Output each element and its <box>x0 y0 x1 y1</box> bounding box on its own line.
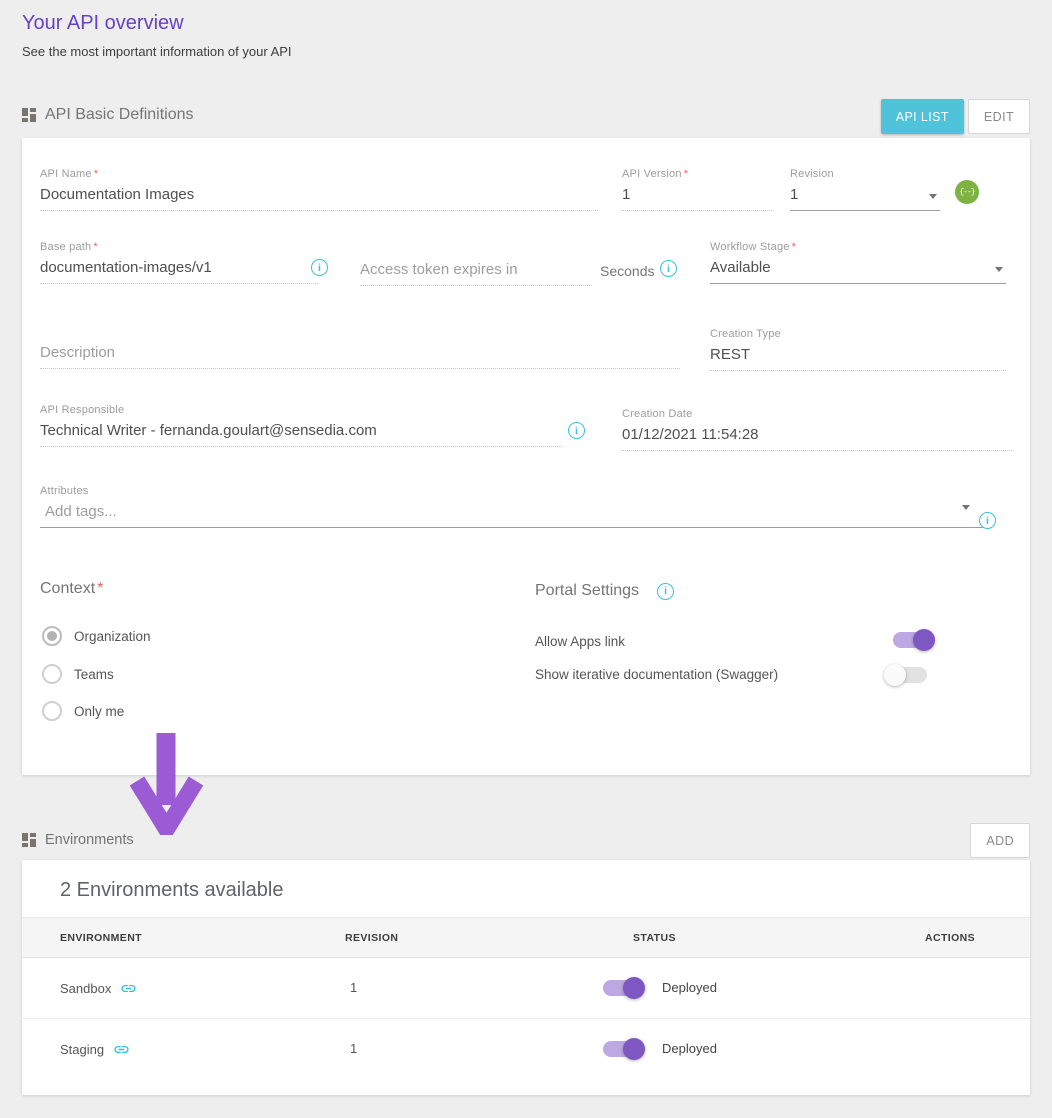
required-asterisk: * <box>791 241 797 253</box>
base-path-label: Base path <box>40 241 92 253</box>
column-header-actions: ACTIONS <box>925 932 976 944</box>
environment-revision: 1 <box>350 980 358 995</box>
revision-value: 1 <box>790 186 940 211</box>
attributes-label: Attributes <box>40 485 89 497</box>
portal-settings-title: Portal Settings i <box>535 582 675 600</box>
swagger-doc-toggle[interactable] <box>884 663 930 687</box>
edit-button[interactable]: EDIT <box>967 99 1030 134</box>
link-icon[interactable] <box>120 980 137 997</box>
chevron-down-icon <box>962 505 970 510</box>
environment-revision: 1 <box>350 1041 358 1056</box>
creation-date-value: 01/12/2021 11:54:28 <box>622 426 1012 451</box>
environments-section-header: Environments <box>22 832 134 848</box>
revision-label: Revision <box>790 168 834 180</box>
dashboard-icon <box>22 833 36 847</box>
context-option-only-me[interactable]: Only me <box>42 701 124 721</box>
basic-definitions-card: API Name * Documentation Images API Versi… <box>22 138 1030 775</box>
page-title: Your API overview <box>22 12 184 34</box>
swagger-doc-label: Show iterative documentation (Swagger) <box>535 667 779 682</box>
required-asterisk: * <box>97 580 104 597</box>
required-asterisk: * <box>93 168 99 180</box>
page-subtitle: See the most important information of yo… <box>22 44 292 59</box>
creation-type-value: REST <box>710 346 1006 371</box>
radio-label: Only me <box>74 703 125 719</box>
environments-card: 2 Environments available ENVIRONMENT REV… <box>22 860 1030 1095</box>
section-title-basic-definitions: API Basic Definitions <box>45 106 194 123</box>
environment-name: Sandbox <box>60 980 112 996</box>
deploy-toggle[interactable] <box>600 976 646 1000</box>
base-path-value: documentation-images/v1 <box>40 259 318 284</box>
environment-name: Staging <box>60 1041 105 1057</box>
attributes-info-icon[interactable]: i <box>979 512 996 529</box>
api-list-button[interactable]: API LIST <box>880 99 964 134</box>
chevron-down-icon <box>995 267 1003 272</box>
allow-apps-link-label: Allow Apps link <box>535 634 626 649</box>
context-option-organization[interactable]: Organization <box>42 626 151 646</box>
api-version-label: API Version <box>622 168 682 180</box>
creation-type-field: Creation Type REST <box>710 328 1006 371</box>
radio-label: Organization <box>74 628 151 644</box>
basic-definitions-actions: API LIST EDIT <box>880 99 1030 134</box>
code-braces-icon[interactable]: {--} <box>955 180 979 204</box>
workflow-stage-label: Workflow Stage <box>710 241 790 253</box>
environments-summary: 2 Environments available <box>60 879 284 901</box>
section-title-environments: Environments <box>45 832 134 848</box>
base-path-info-icon[interactable]: i <box>311 259 328 276</box>
deploy-toggle[interactable] <box>600 1037 646 1061</box>
base-path-field: Base path * documentation-images/v1 <box>40 241 318 284</box>
environments-table-header: ENVIRONMENT REVISION STATUS ACTIONS <box>22 917 1030 958</box>
chevron-down-icon <box>929 194 937 199</box>
radio-unselected-icon <box>42 664 62 684</box>
portal-settings-info-icon[interactable]: i <box>657 582 675 600</box>
radio-label: Teams <box>74 666 114 682</box>
workflow-stage-select[interactable]: Workflow Stage * Available <box>710 241 1006 284</box>
required-asterisk: * <box>93 241 98 253</box>
access-token-unit-label: Seconds <box>600 263 655 279</box>
table-row-sandbox: Sandbox 1 Deployed <box>22 958 1030 1018</box>
api-name-field: API Name * Documentation Images <box>40 168 598 211</box>
allow-apps-link-toggle[interactable] <box>890 628 936 652</box>
api-responsible-label: API Responsible <box>40 404 125 416</box>
link-icon[interactable] <box>113 1041 130 1058</box>
access-token-placeholder: Access token expires in <box>360 261 592 286</box>
creation-type-label: Creation Type <box>710 328 781 340</box>
creation-date-field: Creation Date 01/12/2021 11:54:28 <box>622 408 1012 451</box>
context-option-teams[interactable]: Teams <box>42 664 114 684</box>
api-name-value: Documentation Images <box>40 186 598 211</box>
column-header-environment: ENVIRONMENT <box>60 932 142 944</box>
attributes-input[interactable]: Attributes Add tags... <box>40 485 984 528</box>
environments-actions: ADD <box>970 823 1030 858</box>
access-token-info-icon[interactable]: i <box>660 260 677 277</box>
add-button[interactable]: ADD <box>970 823 1030 858</box>
description-placeholder: Description <box>40 344 680 369</box>
creation-date-label: Creation Date <box>622 408 693 420</box>
column-header-revision: REVISION <box>345 932 399 944</box>
context-title: Context * <box>40 580 104 597</box>
radio-selected-icon <box>42 626 62 646</box>
status-label: Deployed <box>662 1041 717 1056</box>
access-token-field: Access token expires in <box>360 241 592 286</box>
radio-unselected-icon <box>42 701 62 721</box>
arrow-down-annotation <box>129 733 204 835</box>
api-responsible-info-icon[interactable]: i <box>568 422 585 439</box>
basic-definitions-section-header: API Basic Definitions <box>22 106 194 124</box>
required-asterisk: * <box>683 168 689 180</box>
revision-select[interactable]: Revision 1 <box>790 168 940 211</box>
column-header-status: STATUS <box>633 932 676 944</box>
api-name-label: API Name <box>40 168 92 180</box>
table-row-staging: Staging 1 Deployed <box>22 1018 1030 1078</box>
api-version-field: API Version * 1 <box>622 168 772 211</box>
workflow-stage-value: Available <box>710 259 1006 284</box>
api-version-value: 1 <box>622 186 772 211</box>
attributes-placeholder: Add tags... <box>40 503 984 528</box>
description-field: Description <box>40 324 680 369</box>
api-responsible-field: API Responsible Technical Writer - ferna… <box>40 404 562 447</box>
dashboard-icon <box>22 108 36 122</box>
api-responsible-value: Technical Writer - fernanda.goulart@sens… <box>40 422 562 447</box>
status-label: Deployed <box>662 980 717 995</box>
